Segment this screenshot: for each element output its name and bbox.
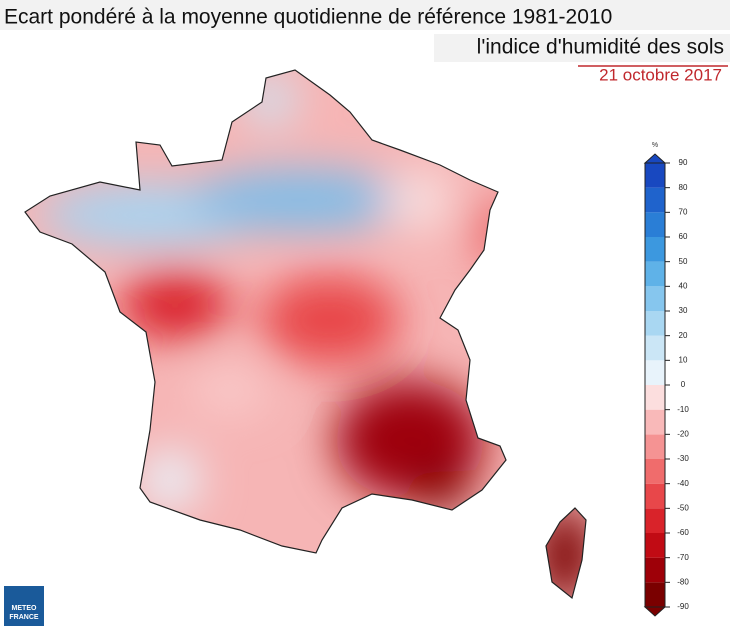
- tick-label: -70: [677, 553, 689, 562]
- colorbar: % 90 80 70 60 50 40 30 20 10 0 -10 -20 -30 -40 -50 -60 -7…: [643, 142, 689, 617]
- color-segment: [645, 508, 665, 533]
- unit-label: %: [652, 142, 658, 149]
- logo-text: FRANCE: [9, 614, 38, 621]
- color-segment: [645, 557, 665, 583]
- title: Ecart pondéré à la moyenne quotidienne d…: [4, 6, 612, 29]
- color-segment: [645, 385, 665, 410]
- color-segment: [645, 261, 665, 287]
- tick-label: -30: [677, 454, 689, 463]
- tick-label: 30: [679, 306, 688, 315]
- tick-label: 0: [681, 380, 686, 389]
- logo: [4, 586, 44, 626]
- colorbar-top: [643, 153, 667, 164]
- color-segment: [645, 163, 665, 188]
- color-segment: [645, 533, 665, 558]
- tick-label: -90: [677, 602, 689, 611]
- tick-label: -40: [677, 479, 689, 488]
- tick-label: 80: [679, 183, 688, 192]
- color-segment: [645, 459, 665, 484]
- tick-label: -10: [677, 405, 689, 414]
- tick-label: 70: [679, 207, 688, 216]
- soil-moisture-map: [25, 70, 586, 598]
- tick-label: 60: [679, 232, 688, 241]
- color-segment: [645, 335, 665, 361]
- subtitle: l'indice d'humidité des sols: [477, 36, 724, 59]
- color-segment: [645, 286, 665, 311]
- tick-label: 90: [679, 158, 688, 167]
- tick-label: 10: [679, 355, 688, 364]
- tick-label: -80: [677, 577, 689, 586]
- tick-label: 50: [679, 257, 688, 266]
- date: 21 octobre 2017: [599, 65, 722, 84]
- tick-label: 40: [679, 281, 688, 290]
- tick-label: -20: [677, 429, 689, 438]
- color-segment: [645, 187, 665, 213]
- tick-label: -60: [677, 528, 689, 537]
- title-band: [0, 0, 730, 30]
- logo-text: METEO: [12, 605, 37, 612]
- border: [24, 69, 587, 600]
- color-segment: [645, 237, 665, 262]
- color-segment: [645, 360, 665, 385]
- subtitle-band: [434, 34, 730, 62]
- tick-label: 20: [679, 331, 688, 340]
- color-segment: [645, 582, 665, 607]
- color-segment: [645, 409, 665, 435]
- tick-label: -50: [677, 503, 689, 512]
- colorbar-bottom: [643, 606, 667, 617]
- color-segment: [645, 311, 665, 336]
- color-segment: [645, 434, 665, 459]
- color-segment: [645, 212, 665, 237]
- color-segment: [645, 483, 665, 509]
